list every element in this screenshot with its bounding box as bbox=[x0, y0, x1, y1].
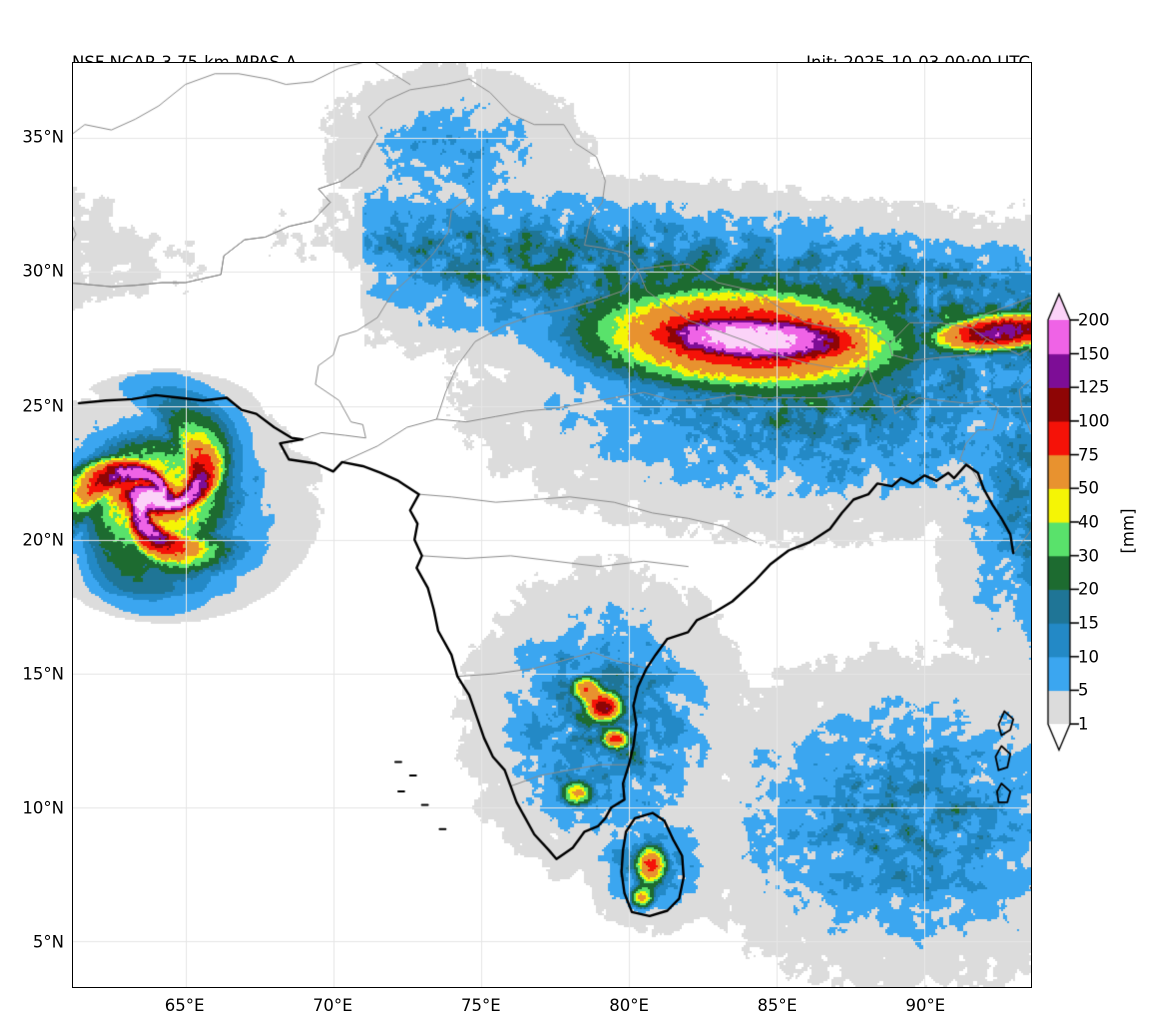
lon-tick-label: 65°E bbox=[164, 996, 205, 1015]
colorbar-tick-label: 10 bbox=[1078, 647, 1099, 667]
lon-tick-label: 90°E bbox=[905, 996, 946, 1015]
lat-tick-label: 20°N bbox=[22, 530, 64, 550]
lat-tick-label: 25°N bbox=[22, 396, 64, 416]
lat-tick-label: 30°N bbox=[22, 261, 64, 281]
colorbar-tick-label: 150 bbox=[1078, 344, 1110, 364]
colorbar-tick-label: 100 bbox=[1078, 411, 1110, 431]
colorbar-tick-label: 20 bbox=[1078, 579, 1099, 599]
lat-tick-label: 15°N bbox=[22, 664, 64, 684]
colorbar-gradient bbox=[1044, 292, 1154, 770]
colorbar-tick-label: 1 bbox=[1078, 714, 1089, 734]
colorbar-tick-label: 125 bbox=[1078, 377, 1110, 397]
lon-tick-label: 85°E bbox=[757, 996, 798, 1015]
precipitation-map bbox=[73, 63, 1031, 987]
lat-tick-label: 35°N bbox=[22, 127, 64, 147]
colorbar-tick-label: 15 bbox=[1078, 613, 1099, 633]
colorbar-tick-label: 50 bbox=[1078, 478, 1099, 498]
colorbar-tick-label: 5 bbox=[1078, 680, 1089, 700]
colorbar-tick-label: 200 bbox=[1078, 310, 1110, 330]
lon-tick-label: 75°E bbox=[461, 996, 501, 1015]
lat-tick-label: 10°N bbox=[22, 798, 64, 818]
colorbar-tick-label: 40 bbox=[1078, 512, 1099, 532]
map-plot-area bbox=[72, 62, 1032, 988]
lat-tick-label: 5°N bbox=[32, 932, 64, 952]
colorbar: [mm] 1 5 10 15 20 30 40 50 75 100 125 150 200 bbox=[1044, 292, 1154, 770]
colorbar-units-label: [mm] bbox=[1118, 508, 1138, 554]
lon-tick-label: 70°E bbox=[312, 996, 353, 1015]
lon-tick-label: 80°E bbox=[609, 996, 649, 1015]
colorbar-tick-label: 75 bbox=[1078, 445, 1099, 465]
figure-header: NSF NCAR 3.75-km MPAS-A 24-hr Accumulate… bbox=[0, 0, 1154, 135]
colorbar-tick-label: 30 bbox=[1078, 546, 1099, 566]
